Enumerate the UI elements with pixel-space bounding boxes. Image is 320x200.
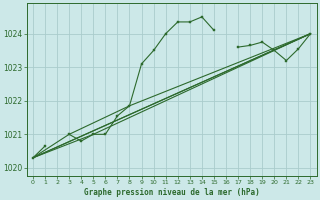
X-axis label: Graphe pression niveau de la mer (hPa): Graphe pression niveau de la mer (hPa) xyxy=(84,188,260,197)
